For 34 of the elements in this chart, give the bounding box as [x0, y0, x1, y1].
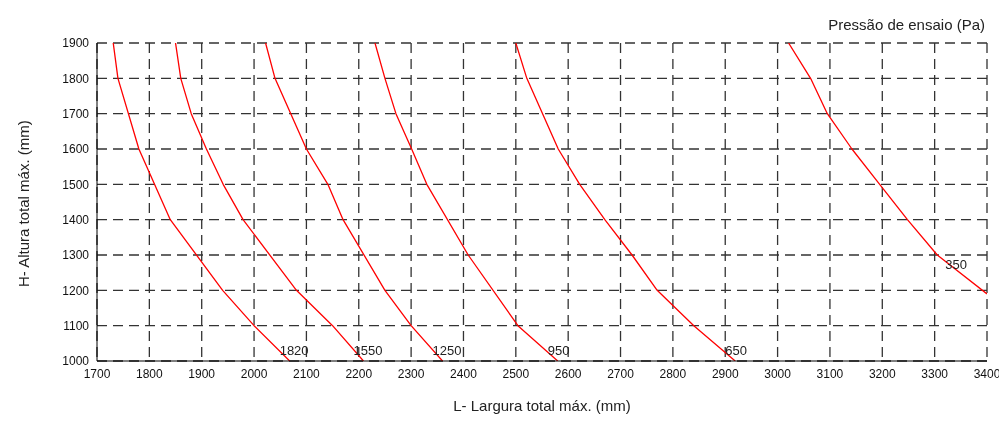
y-tick-label: 1200: [62, 283, 90, 298]
x-tick-label: 3400: [973, 366, 1001, 381]
y-tick-label: 1400: [62, 212, 90, 227]
x-tick-label: 2400: [450, 366, 478, 381]
x-tick-label: 2100: [293, 366, 321, 381]
y-tick-label: 1700: [62, 106, 90, 121]
legend-title: Pressão de ensaio (Pa): [828, 16, 985, 33]
x-tick-label: 3300: [921, 366, 949, 381]
x-tick-label: 3200: [868, 366, 896, 381]
x-tick-label: 1700: [83, 366, 111, 381]
x-tick-label: 2900: [711, 366, 739, 381]
y-tick-label: 1900: [62, 36, 90, 51]
y-tick-label: 1800: [62, 71, 90, 86]
x-tick-label: 2000: [240, 366, 268, 381]
y-axis-title: H- Altura total máx. (mm): [15, 120, 33, 287]
x-tick-label: 2700: [607, 366, 635, 381]
y-tick-label: 1600: [62, 142, 90, 157]
series-label: 650: [725, 343, 747, 358]
x-tick-label: 2300: [397, 366, 425, 381]
y-tick-label: 1500: [62, 177, 90, 192]
x-axis-title: L- Largura total máx. (mm): [453, 397, 631, 414]
x-tick-label: 3000: [764, 366, 792, 381]
x-tick-label: 1900: [188, 366, 216, 381]
x-tick-label: 1800: [136, 366, 164, 381]
x-tick-label: 2800: [659, 366, 687, 381]
x-tick-label: 2600: [554, 366, 582, 381]
x-tick-label: 2200: [345, 366, 373, 381]
x-tick-label: 2500: [502, 366, 530, 381]
series-label: 1250: [432, 343, 462, 358]
y-tick-label: 1300: [62, 248, 90, 263]
x-tick-label: 3100: [816, 366, 844, 381]
y-tick-label: 1100: [63, 318, 90, 333]
y-tick-label: 1000: [62, 354, 90, 369]
line-series: [787, 43, 987, 295]
